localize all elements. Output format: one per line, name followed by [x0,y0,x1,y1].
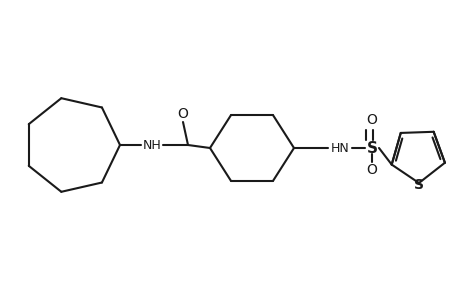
Text: S: S [413,178,423,192]
Text: HN: HN [330,142,349,154]
Text: O: O [366,163,377,177]
Text: O: O [177,107,188,121]
Text: S: S [366,140,377,155]
Text: NH: NH [142,139,161,152]
Text: O: O [366,113,377,127]
